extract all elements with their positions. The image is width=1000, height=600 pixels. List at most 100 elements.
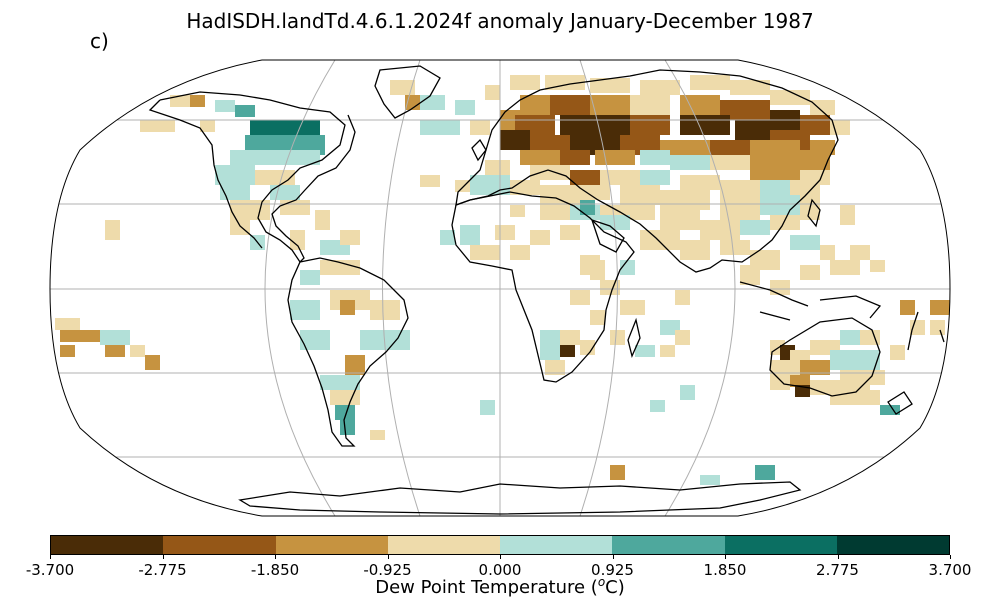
colorbar-segment — [836, 536, 949, 554]
anomaly-cell — [540, 345, 560, 360]
anomaly-cell — [720, 240, 750, 255]
anomaly-cell — [440, 120, 460, 135]
anomaly-grid-cells — [55, 75, 950, 485]
colorbar-label: Dew Point Temperature (oC) — [0, 575, 1000, 598]
colorbar-segment — [724, 536, 837, 554]
anomaly-cell — [610, 330, 625, 345]
anomaly-cell — [300, 270, 320, 285]
anomaly-cell — [560, 150, 590, 165]
anomaly-cell — [880, 405, 900, 415]
graticule — [50, 60, 950, 516]
colorbar-tickmark — [837, 555, 839, 559]
anomaly-cell — [870, 370, 885, 385]
anomaly-cell — [810, 100, 835, 115]
colorbar-tick-label: -2.775 — [138, 561, 187, 579]
anomaly-cell — [610, 465, 625, 480]
world-map — [49, 59, 951, 517]
anomaly-cell — [770, 280, 790, 295]
anomaly-cell — [340, 300, 355, 315]
anomaly-cell — [680, 240, 710, 260]
anomaly-cell — [660, 190, 710, 210]
anomaly-cell — [730, 80, 770, 95]
anomaly-cell — [770, 360, 800, 375]
colorbar-segment — [612, 536, 725, 554]
anomaly-cell — [735, 120, 775, 140]
colorbar-tickmark — [725, 555, 726, 559]
anomaly-cell — [55, 318, 80, 330]
colorbar-tick-label: 2.775 — [816, 561, 859, 579]
anomaly-cell — [530, 165, 570, 180]
anomaly-cell — [370, 430, 385, 440]
anomaly-cell — [790, 235, 820, 250]
anomaly-cell — [580, 185, 610, 200]
panel-label: c) — [90, 29, 109, 53]
anomaly-cell — [250, 120, 320, 135]
anomaly-cell — [520, 95, 550, 115]
anomaly-cell — [600, 215, 630, 230]
anomaly-cell — [130, 345, 145, 357]
anomaly-cell — [710, 155, 750, 170]
anomaly-cell — [315, 210, 330, 230]
anomaly-cell — [790, 375, 810, 387]
anomaly-cell — [830, 390, 860, 405]
anomaly-cell — [700, 475, 720, 485]
anomaly-cell — [800, 150, 830, 170]
anomaly-cell — [390, 80, 415, 95]
anomaly-cell — [540, 330, 560, 345]
colorbar — [50, 535, 950, 555]
anomaly-cell — [750, 160, 800, 180]
colorbar-tick-label: 0.925 — [591, 561, 634, 579]
colorbar-tick-label: -3.700 — [25, 561, 75, 579]
anomaly-cell — [500, 130, 530, 150]
anomaly-cell — [570, 170, 600, 185]
anomaly-cell — [630, 95, 670, 115]
colorbar-segment — [387, 536, 500, 554]
anomaly-cell — [320, 375, 360, 390]
anomaly-cell — [255, 170, 295, 185]
anomaly-cell — [640, 230, 680, 250]
anomaly-cell — [720, 200, 760, 220]
anomaly-cell — [640, 80, 680, 95]
anomaly-cell — [680, 115, 730, 135]
anomaly-cell — [470, 245, 500, 260]
anomaly-cell — [860, 330, 880, 345]
anomaly-cell — [270, 185, 300, 200]
anomaly-cell — [235, 105, 255, 117]
anomaly-cell — [200, 120, 215, 132]
anomaly-cell — [100, 330, 130, 345]
anomaly-cell — [470, 120, 490, 135]
anomaly-cell — [630, 115, 670, 135]
anomaly-cell — [635, 345, 655, 357]
anomaly-cell — [360, 330, 390, 350]
colorbar-label-prefix: Dew Point Temperature ( — [375, 577, 598, 598]
anomaly-cell — [300, 330, 330, 350]
anomaly-cell — [820, 245, 835, 260]
anomaly-cell — [660, 210, 700, 230]
anomaly-cell — [105, 345, 125, 357]
colorbar-label-sup: o — [597, 575, 606, 589]
anomaly-cell — [840, 330, 860, 345]
anomaly-cell — [340, 230, 360, 245]
anomaly-cell — [335, 405, 355, 420]
anomaly-cell — [770, 375, 790, 390]
anomaly-cell — [510, 75, 540, 90]
anomaly-cell — [740, 220, 770, 235]
globe-outline — [49, 59, 951, 517]
anomaly-cell — [750, 140, 800, 160]
colorbar-tickmark — [275, 555, 276, 559]
anomaly-cell — [770, 215, 800, 230]
anomaly-cell — [420, 120, 445, 135]
anomaly-cell — [860, 390, 880, 405]
anomaly-cell — [590, 78, 630, 93]
anomaly-cell — [485, 85, 500, 100]
anomaly-cell — [215, 100, 235, 112]
map-title: HadISDH.landTd.4.6.1.2024f anomaly Janua… — [186, 9, 814, 33]
anomaly-cell — [545, 360, 565, 375]
anomaly-cell — [700, 220, 740, 240]
anomaly-cell — [345, 355, 365, 375]
anomaly-cell — [680, 175, 720, 190]
colorbar-segment — [163, 536, 276, 554]
anomaly-cell — [455, 100, 475, 115]
anomaly-cell — [630, 200, 655, 220]
anomaly-cell — [930, 320, 945, 335]
